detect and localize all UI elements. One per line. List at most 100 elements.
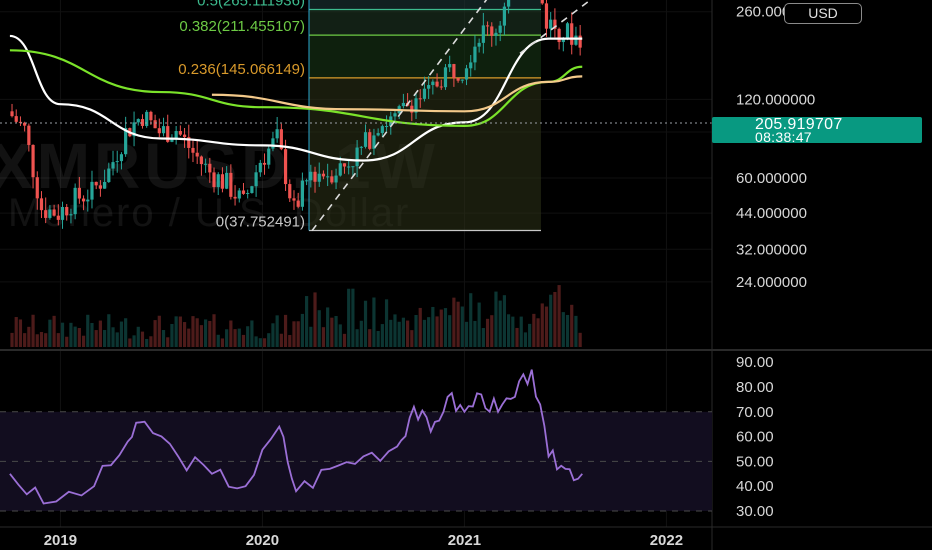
volume-bar bbox=[570, 304, 574, 347]
volume-bar bbox=[389, 319, 393, 347]
trend-line-upper[interactable] bbox=[519, 0, 650, 55]
candle-body bbox=[199, 156, 203, 165]
volume-bar bbox=[204, 319, 208, 347]
candle-body bbox=[149, 111, 153, 121]
candle-body bbox=[145, 111, 149, 126]
volume-bar bbox=[334, 316, 338, 347]
volume-bar bbox=[65, 336, 69, 347]
candle-body bbox=[300, 180, 304, 207]
volume-bar bbox=[309, 326, 313, 347]
candle-body bbox=[73, 187, 77, 215]
candle-body bbox=[90, 181, 94, 200]
candle-body bbox=[60, 206, 65, 220]
volume-bar bbox=[153, 320, 157, 347]
candle-body bbox=[267, 148, 271, 165]
candle-body bbox=[448, 64, 452, 68]
candle-body bbox=[77, 187, 81, 199]
candle-body bbox=[435, 81, 439, 87]
candle-body bbox=[553, 19, 557, 29]
volume-bar bbox=[174, 316, 178, 347]
candle-body bbox=[464, 68, 469, 80]
candle-body bbox=[174, 131, 178, 139]
trend-lines[interactable] bbox=[311, 0, 650, 232]
date-axis[interactable]: 2019 2020 2021 2022 bbox=[44, 532, 683, 549]
volume-bar bbox=[532, 313, 536, 347]
candle-body bbox=[250, 186, 254, 193]
volume-bar bbox=[77, 328, 81, 347]
fibonacci-retracement[interactable]: 1(492.471381)0.786(395.161539)0.618(318.… bbox=[178, 0, 541, 232]
candle-body bbox=[418, 98, 422, 100]
volume-bar bbox=[31, 314, 35, 347]
volume-bar bbox=[60, 322, 65, 347]
candle-body bbox=[136, 119, 140, 123]
candle-body bbox=[565, 23, 570, 38]
candle-body bbox=[309, 171, 313, 181]
rsi-tick: 70.00 bbox=[736, 404, 774, 421]
volume-bar bbox=[473, 320, 477, 347]
date-tick: 2021 bbox=[448, 532, 481, 549]
currency-badge[interactable]: USD bbox=[784, 3, 862, 24]
volume-bar bbox=[485, 318, 490, 347]
candle-body bbox=[98, 185, 102, 189]
volume-bar bbox=[300, 313, 304, 347]
volume-bar bbox=[578, 332, 582, 347]
candle-body bbox=[246, 192, 250, 194]
candle-body bbox=[225, 172, 229, 189]
candle-body bbox=[376, 133, 380, 136]
volume-bar bbox=[549, 294, 553, 347]
volume-bar bbox=[254, 336, 258, 347]
volume-bar bbox=[502, 295, 506, 347]
fib-zone-band bbox=[309, 35, 541, 78]
volume-bar bbox=[246, 326, 250, 347]
volume-bar bbox=[372, 297, 376, 347]
volume-bar bbox=[321, 327, 326, 347]
candle-body bbox=[288, 184, 292, 199]
volume-bar bbox=[342, 333, 347, 347]
fib-zone-band bbox=[309, 9, 541, 36]
volume-bar bbox=[73, 326, 77, 347]
candle-body bbox=[216, 174, 220, 188]
volume-bar bbox=[195, 318, 199, 347]
candle-body bbox=[439, 86, 443, 88]
candle-body bbox=[229, 172, 233, 197]
candle-body bbox=[170, 138, 174, 142]
volume-bar bbox=[56, 333, 60, 347]
candle-body bbox=[65, 206, 69, 216]
volume-bar bbox=[330, 317, 334, 347]
volume-bar bbox=[296, 321, 300, 347]
volume-bar bbox=[149, 336, 153, 347]
volume-bar bbox=[178, 316, 182, 347]
candle-body bbox=[372, 135, 376, 149]
volume-bar bbox=[258, 338, 262, 347]
volume-bar bbox=[81, 335, 86, 347]
volume-bar bbox=[119, 321, 124, 347]
volume-bar bbox=[460, 306, 464, 347]
candle-body bbox=[296, 200, 300, 207]
candle-body bbox=[384, 125, 389, 127]
volume-bar bbox=[10, 332, 14, 347]
candle-body bbox=[460, 79, 464, 81]
volume-bar bbox=[292, 321, 296, 347]
volume-bar bbox=[443, 308, 448, 347]
candle-body bbox=[347, 166, 351, 168]
volume-bar bbox=[27, 326, 31, 347]
volume-bar bbox=[439, 309, 443, 347]
candle-body bbox=[153, 120, 157, 129]
candle-body bbox=[342, 163, 347, 167]
candle-body bbox=[140, 119, 145, 126]
volume-bar bbox=[490, 315, 494, 347]
volume-bar bbox=[305, 296, 309, 347]
volume-bar bbox=[414, 314, 418, 347]
date-tick: 2022 bbox=[650, 532, 683, 549]
candle-body bbox=[220, 174, 225, 189]
volume-bar bbox=[182, 322, 187, 347]
candle-body bbox=[204, 163, 208, 165]
candle-body bbox=[498, 25, 502, 33]
candle-body bbox=[321, 173, 326, 177]
volume-bar bbox=[145, 338, 149, 347]
rsi-axis[interactable]: 30.00 40.00 50.00 60.00 70.00 80.00 90.00 bbox=[736, 354, 774, 520]
candle-body bbox=[191, 147, 195, 153]
rsi-tick: 60.00 bbox=[736, 429, 774, 446]
rsi-tick: 50.00 bbox=[736, 453, 774, 470]
